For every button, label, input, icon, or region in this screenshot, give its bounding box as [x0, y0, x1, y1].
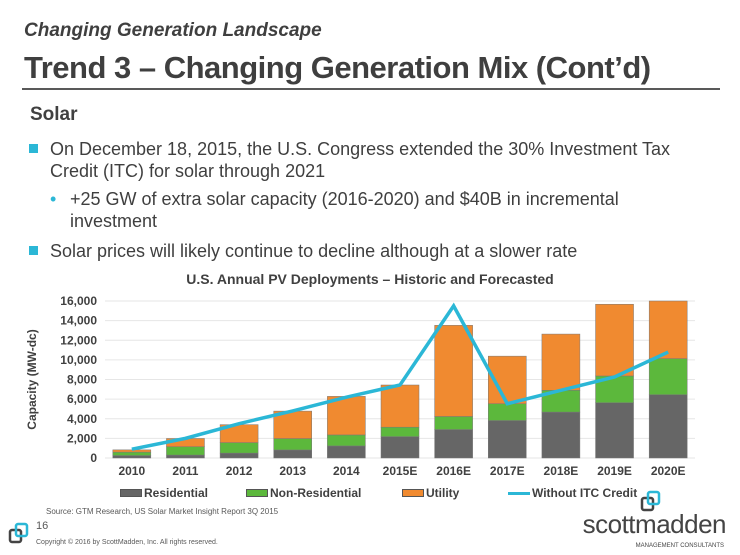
- bar-utility: [380, 384, 420, 428]
- legend-without-itc: Without ITC Credit: [508, 486, 637, 500]
- y-tick-label: 14,000: [60, 314, 97, 328]
- bar-residential: [219, 452, 259, 459]
- y-tick-label: 6,000: [67, 392, 97, 406]
- bar-residential: [595, 402, 634, 459]
- bar-residential: [488, 420, 527, 459]
- bullet-text: Solar prices will likely continue to dec…: [50, 241, 578, 261]
- bar-non-residential: [488, 403, 527, 421]
- non-residential-swatch: [246, 489, 268, 497]
- title-divider: [22, 88, 720, 90]
- section-heading: Solar: [30, 104, 78, 125]
- legend-label: Without ITC Credit: [532, 486, 638, 500]
- y-tick-label: 0: [90, 451, 97, 465]
- x-tick-label: 2016E: [436, 464, 471, 478]
- brand-name: scottmadden: [582, 509, 727, 539]
- bullet-text: On December 18, 2015, the U.S. Congress …: [50, 139, 671, 181]
- bullet-1: On December 18, 2015, the U.S. Congress …: [29, 138, 710, 182]
- page-title: Trend 3 – Changing Generation Mix (Cont’…: [24, 50, 651, 85]
- bar-non-residential: [434, 416, 473, 430]
- bar-residential: [327, 445, 366, 459]
- y-tick-label: 12,000: [60, 333, 97, 347]
- bar-utility: [112, 449, 152, 453]
- line-without-itc-credit: [131, 302, 669, 451]
- bar-residential: [273, 449, 312, 459]
- bar-non-residential: [648, 358, 688, 395]
- x-tick-label: 2010: [118, 464, 145, 478]
- y-tick-label: 10,000: [60, 353, 97, 367]
- x-tick-label: 2014: [333, 464, 360, 478]
- bar-utility: [648, 300, 688, 359]
- y-tick-label: 4,000: [67, 412, 97, 426]
- y-tick-label: 8,000: [67, 373, 97, 387]
- page-number: 16: [36, 520, 49, 532]
- bar-non-residential: [219, 442, 259, 454]
- bar-residential: [648, 394, 688, 459]
- bar-non-residential: [273, 438, 312, 451]
- legend-utility: Utility: [402, 486, 459, 500]
- y-tick-label: 16,000: [60, 294, 97, 308]
- residential-swatch: [120, 489, 142, 497]
- bullet-text: +25 GW of extra solar capacity (2016-202…: [70, 189, 619, 231]
- bar-utility: [434, 325, 473, 417]
- square-bullet-icon: [29, 144, 38, 153]
- dot-bullet-icon: •: [50, 189, 57, 209]
- x-tick-label: 2013: [279, 464, 306, 478]
- x-tick-label: 2015E: [383, 464, 418, 478]
- bar-residential: [112, 455, 152, 459]
- scottmadden-logo-icon: [8, 522, 29, 544]
- bar-non-residential: [380, 426, 420, 437]
- bullet-3: Solar prices will likely continue to dec…: [29, 240, 710, 262]
- line-swatch: [508, 491, 530, 495]
- utility-swatch: [402, 489, 424, 497]
- sub-bullet: • +25 GW of extra solar capacity (2016-20…: [50, 188, 690, 232]
- bar-non-residential: [112, 451, 152, 456]
- legend-label: Non-Residential: [270, 486, 362, 500]
- x-tick-label: 2011: [172, 464, 198, 478]
- y-tick-label: 2,000: [67, 431, 97, 445]
- x-tick-label: 2017E: [490, 464, 525, 478]
- bar-residential: [166, 454, 205, 459]
- chart-title: U.S. Annual PV Deployments – Historic an…: [186, 271, 554, 287]
- bar-non-residential: [327, 434, 366, 447]
- x-tick-label: 2020E: [651, 464, 686, 478]
- source-note: Source: GTM Research, US Solar Market In…: [46, 507, 279, 516]
- legend-label: Utility: [426, 486, 460, 500]
- x-tick-label: 2018E: [544, 464, 579, 478]
- kicker-title: Changing Generation Landscape: [24, 20, 322, 41]
- bar-residential: [434, 429, 473, 459]
- bar-residential: [380, 436, 420, 459]
- brand-subtitle: MANAGEMENT CONSULTANTS: [635, 543, 724, 549]
- bar-utility: [595, 303, 634, 377]
- x-tick-label: 2012: [226, 464, 253, 478]
- legend-residential: Residential: [120, 486, 208, 500]
- bar-non-residential: [166, 446, 205, 456]
- legend-label: Residential: [144, 486, 209, 500]
- bar-residential: [541, 411, 581, 459]
- y-axis-label: Capacity (MW-dc): [25, 329, 39, 429]
- legend-non-residential: Non-Residential: [246, 486, 361, 500]
- bar-utility: [541, 333, 581, 391]
- copyright: Copyright © 2016 by ScottMadden, Inc. Al…: [36, 539, 218, 546]
- pv-deployment-chart: 0 2,000 4,000 6,000 8,000 10,000 12,000 14,000 1…: [25, 294, 695, 478]
- square-bullet-icon: [29, 246, 38, 255]
- x-tick-label: 2019E: [597, 464, 632, 478]
- brand-logo-icon: [640, 490, 661, 512]
